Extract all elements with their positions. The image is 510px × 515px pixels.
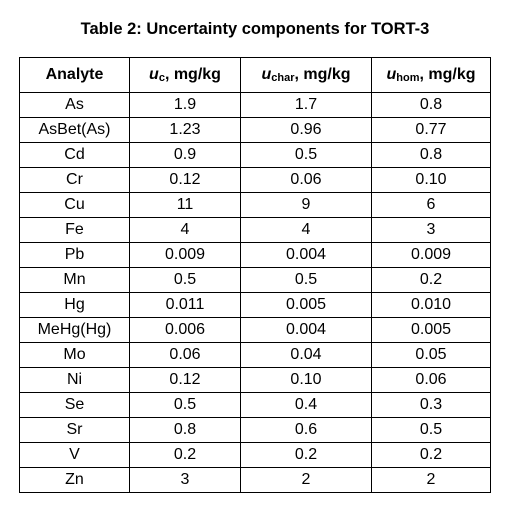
analyte-cell: V — [19, 442, 130, 468]
uc-cell: 0.009 — [129, 242, 241, 268]
uhom-cell: 0.3 — [371, 392, 491, 418]
analyte-cell: Se — [19, 392, 130, 418]
uhom-cell: 0.2 — [371, 442, 491, 468]
uhom-cell: 6 — [371, 192, 491, 218]
uhom-cell: 0.8 — [371, 142, 491, 168]
column-header-uc: uc, mg/kg — [129, 57, 241, 93]
uhom-cell: 0.010 — [371, 292, 491, 318]
uc-cell: 0.5 — [129, 392, 241, 418]
uchar-cell: 0.06 — [240, 167, 372, 193]
analyte-cell: MeHg(Hg) — [19, 317, 130, 343]
uchar-cell: 0.4 — [240, 392, 372, 418]
analyte-cell: Zn — [19, 467, 130, 493]
uhom-cell: 0.005 — [371, 317, 491, 343]
header-row: Analyte uc, mg/kg uchar, mg/kg uhom, mg/… — [19, 57, 491, 93]
analyte-cell: Pb — [19, 242, 130, 268]
uhom-cell: 0.5 — [371, 417, 491, 443]
uc-unit: , mg/kg — [164, 66, 221, 83]
table-row: Ni 0.12 0.10 0.06 — [19, 367, 491, 393]
uc-cell: 0.006 — [129, 317, 241, 343]
uchar-unit: , mg/kg — [294, 66, 351, 83]
table-row: Mn 0.5 0.5 0.2 — [19, 267, 491, 293]
uchar-cell: 0.2 — [240, 442, 372, 468]
table-row: Mo 0.06 0.04 0.05 — [19, 342, 491, 368]
uc-cell: 0.2 — [129, 442, 241, 468]
uchar-symbol: u — [261, 66, 272, 83]
uhom-cell: 0.009 — [371, 242, 491, 268]
analyte-cell: Cr — [19, 167, 130, 193]
table-row: V 0.2 0.2 0.2 — [19, 442, 491, 468]
uncertainty-table: Analyte uc, mg/kg uchar, mg/kg uhom, mg/… — [19, 57, 491, 493]
table-row: Se 0.5 0.4 0.3 — [19, 392, 491, 418]
uchar-cell: 0.004 — [240, 317, 372, 343]
table-row: Cd 0.9 0.5 0.8 — [19, 142, 491, 168]
uhom-symbol: u — [386, 66, 397, 83]
table-row: Fe 4 4 3 — [19, 217, 491, 243]
uhom-cell: 2 — [371, 467, 491, 493]
uchar-cell: 0.5 — [240, 142, 372, 168]
uc-subscript: c — [158, 72, 165, 84]
uc-cell: 0.12 — [129, 167, 241, 193]
table-row: Hg 0.011 0.005 0.010 — [19, 292, 491, 318]
uhom-cell: 0.05 — [371, 342, 491, 368]
analyte-cell: Sr — [19, 417, 130, 443]
uchar-cell: 4 — [240, 217, 372, 243]
analyte-cell: AsBet(As) — [19, 117, 130, 143]
uhom-cell: 0.06 — [371, 367, 491, 393]
uc-cell: 11 — [129, 192, 241, 218]
column-header-uchar: uchar, mg/kg — [240, 57, 372, 93]
table-row: Sr 0.8 0.6 0.5 — [19, 417, 491, 443]
analyte-cell: Cd — [19, 142, 130, 168]
column-header-analyte: Analyte — [19, 57, 130, 93]
uchar-cell: 0.004 — [240, 242, 372, 268]
table-row: Cr 0.12 0.06 0.10 — [19, 167, 491, 193]
uc-cell: 1.9 — [129, 92, 241, 118]
uhom-unit: , mg/kg — [419, 66, 476, 83]
analyte-cell: Fe — [19, 217, 130, 243]
uchar-cell: 9 — [240, 192, 372, 218]
uc-cell: 0.06 — [129, 342, 241, 368]
uhom-cell: 0.10 — [371, 167, 491, 193]
uchar-subscript: char — [271, 72, 295, 84]
uc-cell: 0.8 — [129, 417, 241, 443]
uc-cell: 0.9 — [129, 142, 241, 168]
uchar-cell: 2 — [240, 467, 372, 493]
analyte-cell: Ni — [19, 367, 130, 393]
table-row: As 1.9 1.7 0.8 — [19, 92, 491, 118]
table-row: Cu 11 9 6 — [19, 192, 491, 218]
uhom-subscript: hom — [396, 72, 420, 84]
uc-cell: 0.5 — [129, 267, 241, 293]
analyte-cell: Hg — [19, 292, 130, 318]
table-row: MeHg(Hg) 0.006 0.004 0.005 — [19, 317, 491, 343]
uhom-cell: 0.8 — [371, 92, 491, 118]
uc-cell: 0.011 — [129, 292, 241, 318]
uchar-cell: 0.5 — [240, 267, 372, 293]
uc-symbol: u — [149, 66, 159, 83]
analyte-cell: As — [19, 92, 130, 118]
uhom-cell: 0.77 — [371, 117, 491, 143]
uchar-cell: 0.96 — [240, 117, 372, 143]
uc-cell: 3 — [129, 467, 241, 493]
uc-cell: 0.12 — [129, 367, 241, 393]
table-row: AsBet(As) 1.23 0.96 0.77 — [19, 117, 491, 143]
table-row: Pb 0.009 0.004 0.009 — [19, 242, 491, 268]
uchar-cell: 1.7 — [240, 92, 372, 118]
uchar-cell: 0.005 — [240, 292, 372, 318]
uc-cell: 4 — [129, 217, 241, 243]
uhom-cell: 3 — [371, 217, 491, 243]
uhom-cell: 0.2 — [371, 267, 491, 293]
uchar-cell: 0.10 — [240, 367, 372, 393]
table-caption: Table 2: Uncertainty components for TORT… — [80, 20, 430, 38]
uchar-cell: 0.6 — [240, 417, 372, 443]
column-header-uhom: uhom, mg/kg — [371, 57, 491, 93]
uc-cell: 1.23 — [129, 117, 241, 143]
analyte-cell: Cu — [19, 192, 130, 218]
table-row: Zn 3 2 2 — [19, 467, 491, 493]
uchar-cell: 0.04 — [240, 342, 372, 368]
analyte-cell: Mo — [19, 342, 130, 368]
analyte-cell: Mn — [19, 267, 130, 293]
